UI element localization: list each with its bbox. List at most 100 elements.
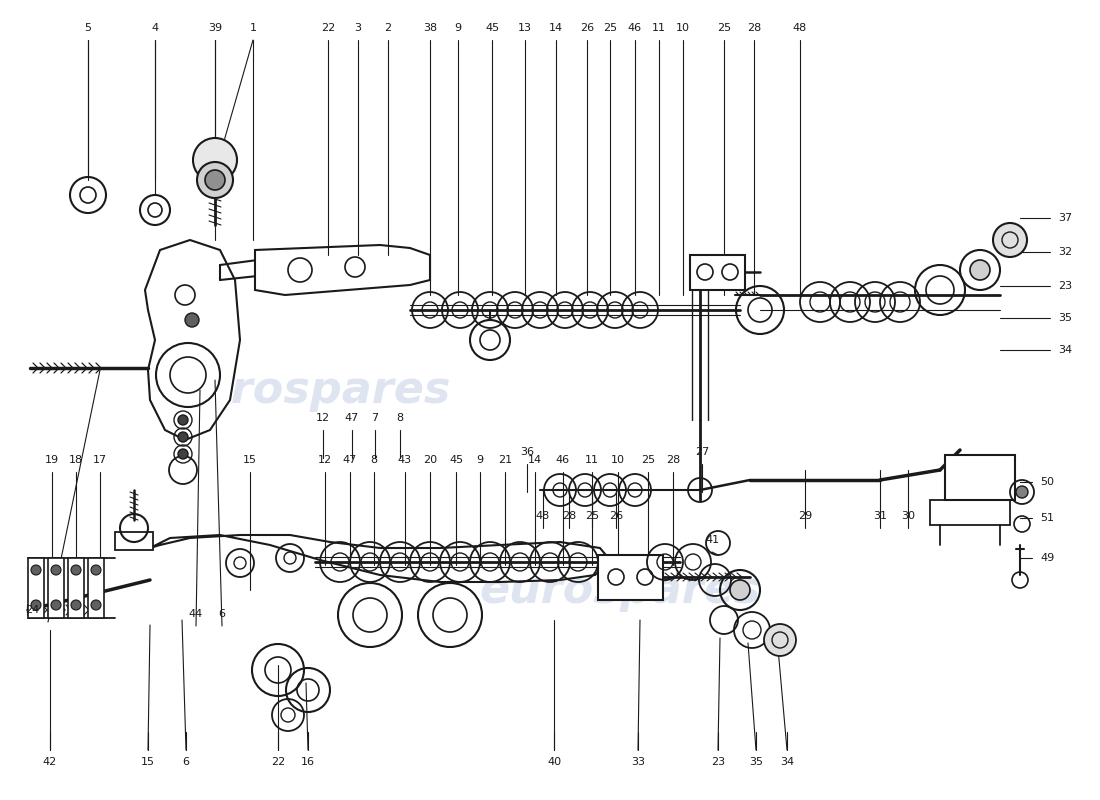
Text: 6: 6	[183, 757, 189, 767]
Text: 23: 23	[1058, 281, 1072, 291]
Text: 50: 50	[1040, 477, 1054, 487]
Text: 39: 39	[208, 23, 222, 33]
Text: 15: 15	[243, 455, 257, 465]
Bar	[598, 555, 663, 600]
Circle shape	[970, 260, 990, 280]
Circle shape	[205, 170, 225, 190]
Text: 34: 34	[1058, 345, 1072, 355]
Text: 32: 32	[1058, 247, 1072, 257]
Text: 12: 12	[318, 455, 332, 465]
Text: 20: 20	[422, 455, 437, 465]
Text: 5: 5	[85, 23, 91, 33]
Polygon shape	[150, 535, 610, 582]
Text: 48: 48	[793, 23, 807, 33]
Circle shape	[178, 432, 188, 442]
Text: 10: 10	[676, 23, 690, 33]
Circle shape	[178, 415, 188, 425]
Text: 23: 23	[711, 757, 725, 767]
Text: 15: 15	[141, 757, 155, 767]
Text: 44: 44	[189, 609, 204, 619]
Text: 10: 10	[610, 455, 625, 465]
Circle shape	[51, 600, 60, 610]
Text: 36: 36	[520, 447, 534, 457]
Text: 47: 47	[345, 413, 359, 423]
Text: 21: 21	[498, 455, 513, 465]
Text: 2: 2	[384, 23, 392, 33]
Text: 29: 29	[798, 511, 812, 521]
Circle shape	[72, 600, 81, 610]
Text: 51: 51	[1040, 513, 1054, 523]
Text: 19: 19	[45, 455, 59, 465]
Text: 45: 45	[449, 455, 463, 465]
Text: 12: 12	[316, 413, 330, 423]
Text: 4: 4	[152, 23, 158, 33]
Text: 37: 37	[1058, 213, 1072, 223]
Circle shape	[72, 565, 81, 575]
Text: 46: 46	[556, 455, 570, 465]
Text: 28: 28	[562, 511, 576, 521]
Text: 13: 13	[518, 23, 532, 33]
Circle shape	[993, 223, 1027, 257]
Text: 25: 25	[641, 455, 656, 465]
Text: 8: 8	[371, 455, 377, 465]
Text: 35: 35	[749, 757, 763, 767]
Text: 25: 25	[717, 23, 732, 33]
Polygon shape	[116, 532, 153, 550]
Circle shape	[730, 580, 750, 600]
Text: 11: 11	[585, 455, 600, 465]
Text: 26: 26	[580, 23, 594, 33]
Circle shape	[31, 600, 41, 610]
Text: 25: 25	[585, 511, 600, 521]
Circle shape	[91, 600, 101, 610]
Text: 11: 11	[652, 23, 666, 33]
Text: 9: 9	[476, 455, 484, 465]
Circle shape	[31, 565, 41, 575]
Text: 6: 6	[219, 609, 225, 619]
Text: 28: 28	[747, 23, 761, 33]
Text: 7: 7	[372, 413, 378, 423]
Text: 42: 42	[43, 757, 57, 767]
Text: 1: 1	[250, 23, 256, 33]
Circle shape	[91, 565, 101, 575]
Text: eurospares: eurospares	[480, 569, 761, 611]
Bar	[68, 558, 84, 618]
Text: 43: 43	[398, 455, 412, 465]
Circle shape	[192, 138, 236, 182]
Bar	[48, 558, 64, 618]
Text: 35: 35	[1058, 313, 1072, 323]
Text: 48: 48	[536, 511, 550, 521]
Text: 22: 22	[271, 757, 285, 767]
Text: 33: 33	[631, 757, 645, 767]
Bar	[88, 558, 104, 618]
Text: 38: 38	[422, 23, 437, 33]
Text: 16: 16	[301, 757, 315, 767]
Text: 24: 24	[25, 605, 40, 615]
Circle shape	[197, 162, 233, 198]
Text: 34: 34	[780, 757, 794, 767]
Polygon shape	[145, 240, 240, 440]
Bar	[28, 558, 44, 618]
Text: 40: 40	[547, 757, 561, 767]
Circle shape	[185, 313, 199, 327]
Text: 28: 28	[666, 455, 680, 465]
Text: 3: 3	[354, 23, 362, 33]
Bar	[930, 500, 1010, 525]
Text: 49: 49	[1040, 553, 1054, 563]
Text: 17: 17	[92, 455, 107, 465]
Text: 26: 26	[609, 511, 623, 521]
Text: 30: 30	[901, 511, 915, 521]
Circle shape	[178, 449, 188, 459]
Text: 9: 9	[454, 23, 462, 33]
Circle shape	[764, 624, 796, 656]
Text: 14: 14	[549, 23, 563, 33]
Circle shape	[1016, 486, 1028, 498]
Circle shape	[51, 565, 60, 575]
Text: 41: 41	[705, 535, 719, 545]
Text: 31: 31	[873, 511, 887, 521]
Text: 27: 27	[695, 447, 710, 457]
Text: 45: 45	[485, 23, 499, 33]
Text: 46: 46	[628, 23, 642, 33]
Text: eurospares: eurospares	[169, 369, 451, 411]
Text: 47: 47	[343, 455, 358, 465]
Text: 8: 8	[396, 413, 404, 423]
